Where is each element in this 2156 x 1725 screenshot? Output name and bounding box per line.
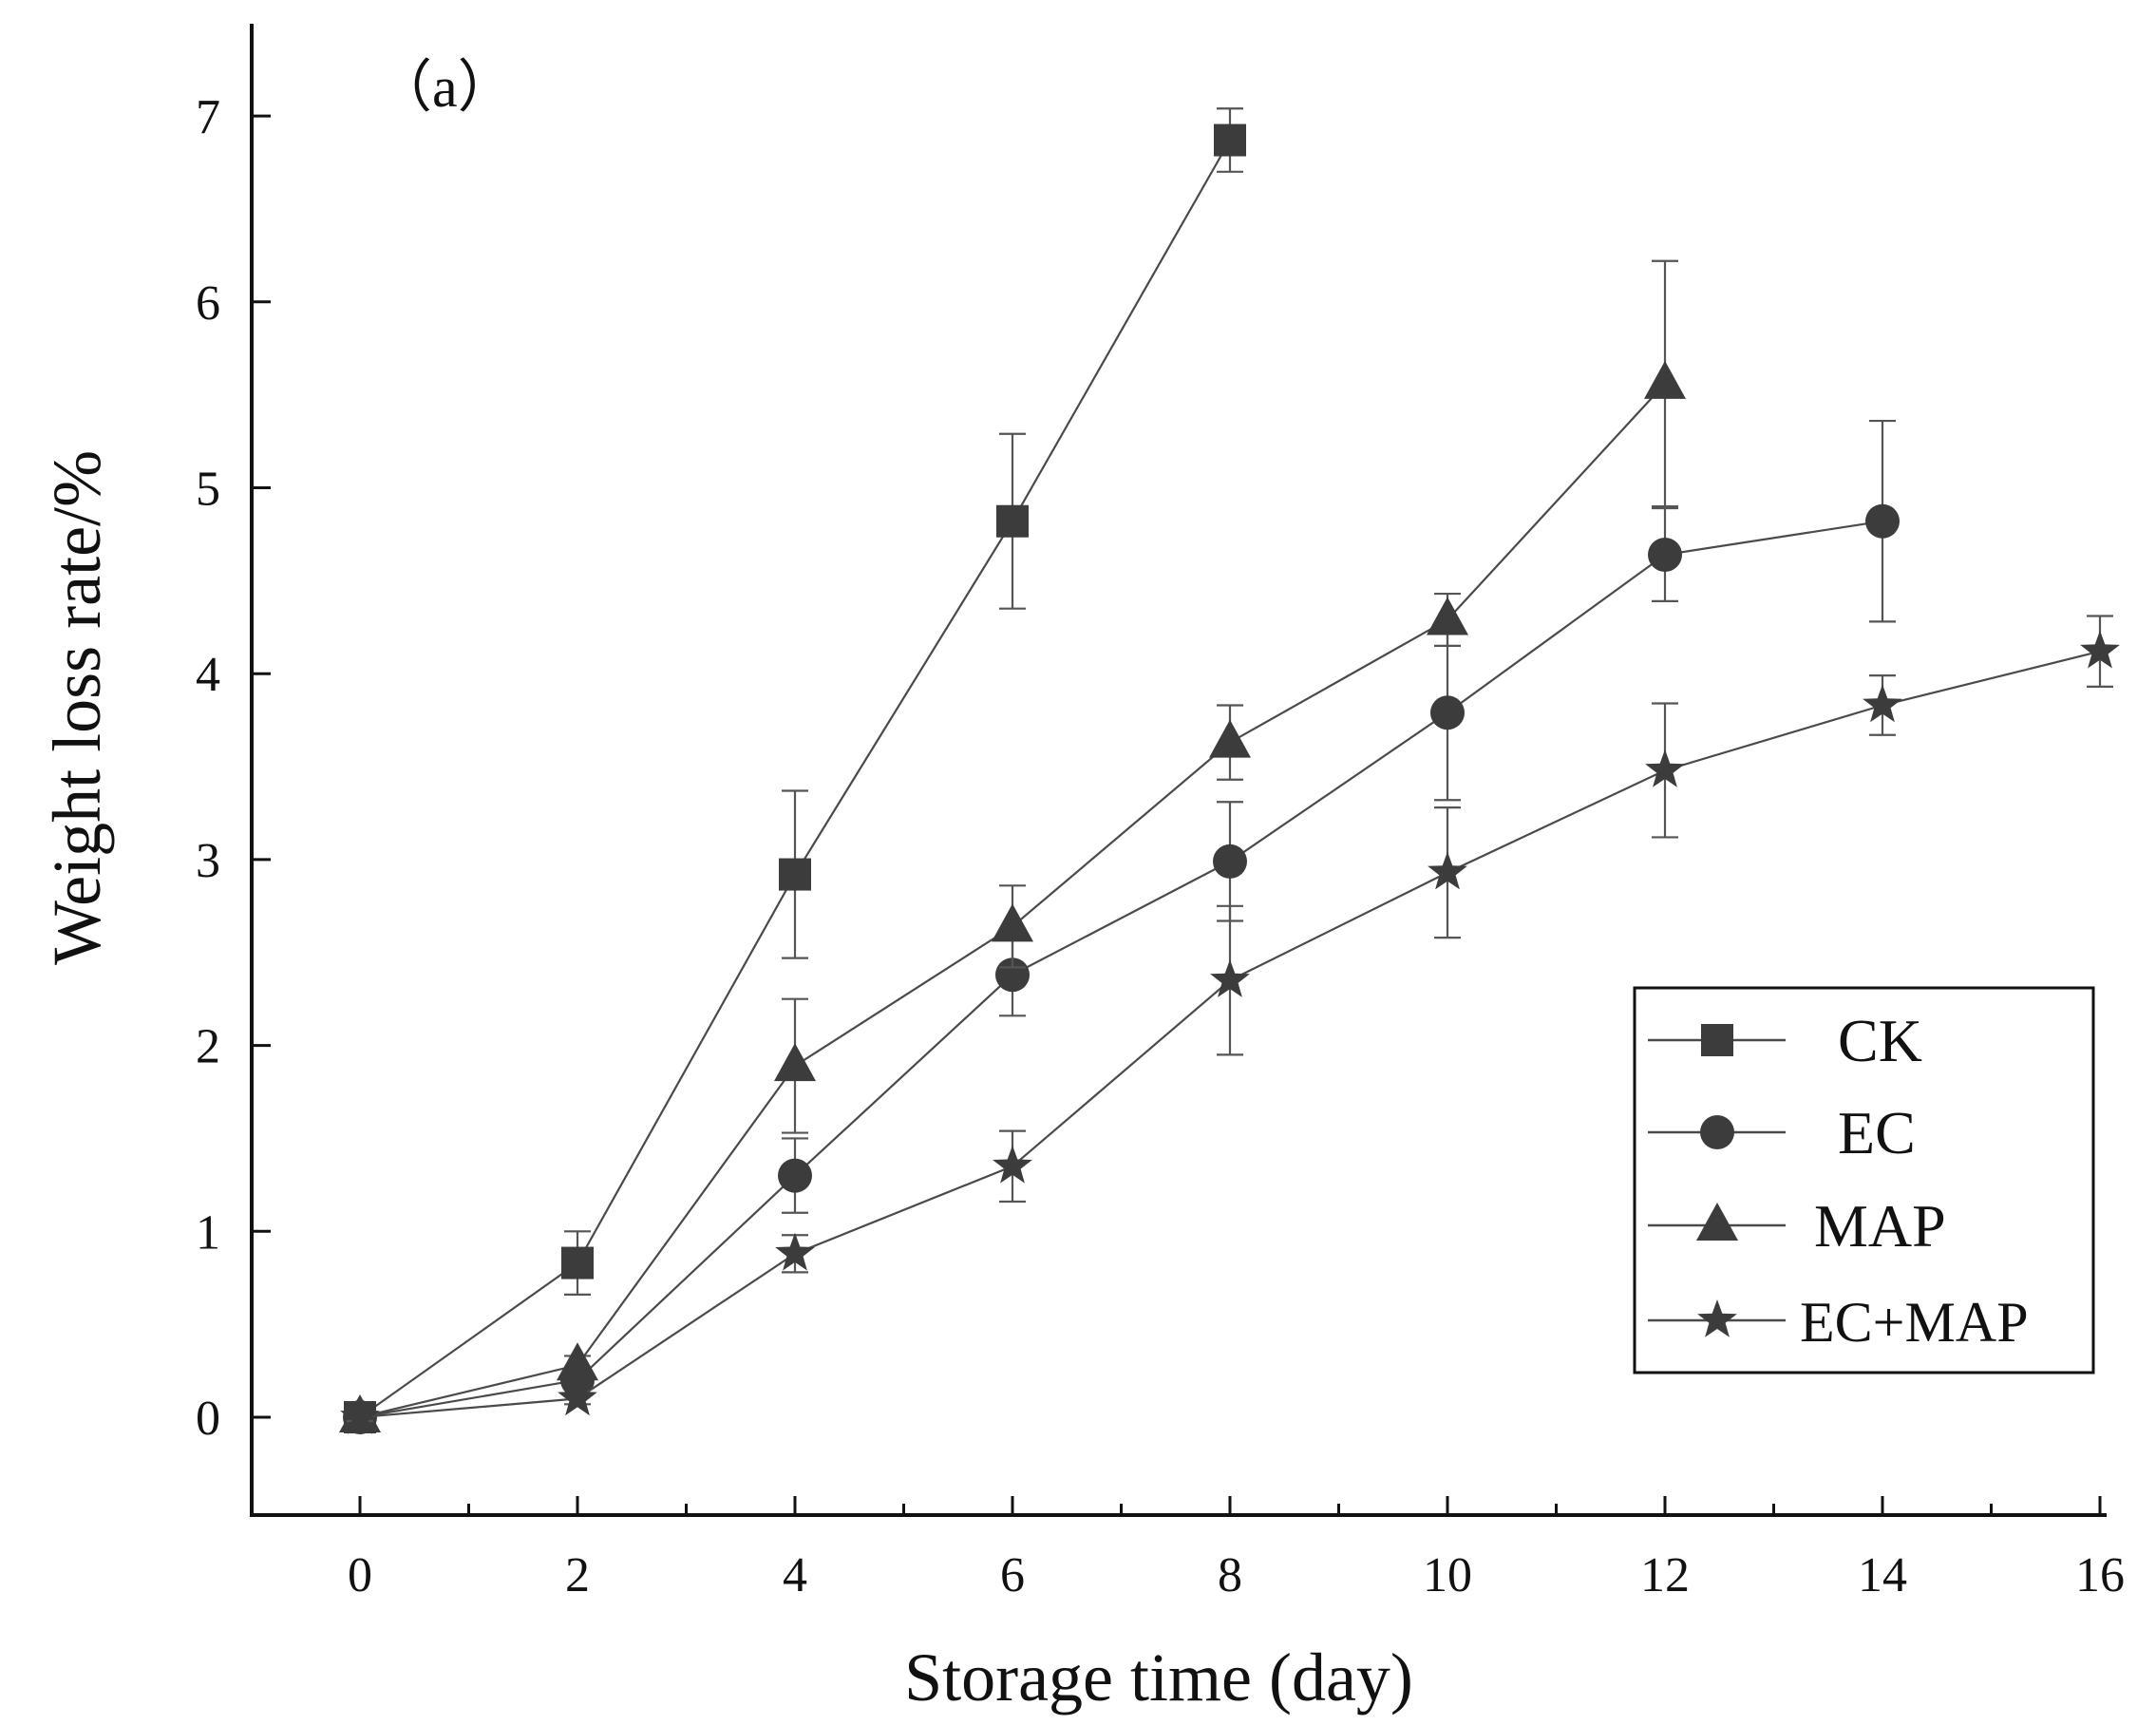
data-point-ec-map-2 bbox=[558, 1377, 597, 1416]
data-point-map-10 bbox=[1427, 597, 1468, 635]
data-point-ec-map-0 bbox=[340, 1396, 380, 1434]
y-tick-label-1: 1 bbox=[196, 1205, 220, 1260]
y-axis-title: Weight loss rate/% bbox=[39, 450, 115, 965]
series-line-ec bbox=[359, 520, 1883, 1419]
data-point-ec-14 bbox=[1865, 503, 1900, 539]
legend-marker-ec-map bbox=[1697, 1299, 1737, 1337]
x-axis-title: Storage time (day) bbox=[904, 1640, 1413, 1716]
legend-symbol-ec bbox=[1700, 1115, 1734, 1149]
y-tick-label-6: 6 bbox=[196, 276, 220, 331]
data-point-ec-map-6 bbox=[993, 1145, 1032, 1184]
legend-symbol-ck bbox=[1701, 1024, 1733, 1056]
legend-symbol-ec-map bbox=[1697, 1299, 1737, 1337]
legend-item-map: MAP bbox=[1648, 1192, 1946, 1260]
x-tick-label-6: 6 bbox=[1000, 1548, 1025, 1602]
y-tick-label-2: 2 bbox=[196, 1020, 220, 1074]
panel-label: （a） bbox=[375, 56, 515, 119]
data-point-map-8 bbox=[1209, 719, 1251, 758]
x-tick-label-2: 2 bbox=[565, 1548, 590, 1602]
y-tick-label-5: 5 bbox=[196, 463, 220, 517]
x-tick-label-14: 14 bbox=[1858, 1548, 1907, 1602]
data-point-map-4 bbox=[774, 1043, 816, 1082]
data-point-map-12 bbox=[1644, 360, 1686, 399]
data-point-ec-8 bbox=[1213, 844, 1247, 879]
data-point-ec-6 bbox=[995, 957, 1030, 993]
data-point-ck-8 bbox=[1214, 123, 1246, 157]
x-tick-label-16: 16 bbox=[2075, 1548, 2125, 1602]
series-ec-map bbox=[340, 615, 2120, 1434]
data-point-ck-4 bbox=[779, 858, 811, 891]
x-ticks: 0 2 4 6 8 10 12 14 16 bbox=[250, 1496, 2125, 1602]
data-point-ec-map-14 bbox=[1863, 684, 1902, 723]
legend: CK EC MAP EC+MAP bbox=[1633, 986, 2095, 1374]
y-ticks: 0 1 2 3 4 5 6 7 bbox=[196, 90, 271, 1446]
series-map bbox=[339, 259, 1686, 1432]
legend-marker-ec bbox=[1700, 1115, 1734, 1149]
legend-item-ck: CK bbox=[1648, 1007, 1922, 1074]
series-ec bbox=[343, 419, 1900, 1434]
legend-label-ec-map: EC+MAP bbox=[1800, 1291, 2029, 1354]
data-point-ec-map-4 bbox=[775, 1232, 815, 1271]
x-tick-label-8: 8 bbox=[1218, 1548, 1242, 1602]
y-tick-label-4: 4 bbox=[196, 648, 220, 702]
legend-item-ec-map: EC+MAP bbox=[1648, 1291, 2029, 1354]
x-tick-label-12: 12 bbox=[1640, 1548, 1690, 1602]
legend-label-map: MAP bbox=[1814, 1192, 1946, 1260]
data-point-ec-map-16 bbox=[2080, 630, 2120, 669]
legend-label-ck: CK bbox=[1838, 1007, 1922, 1074]
legend-symbol-map bbox=[1696, 1203, 1738, 1241]
x-tick-label-10: 10 bbox=[1423, 1548, 1472, 1602]
data-point-map-2 bbox=[557, 1342, 598, 1381]
y-tick-label-7: 7 bbox=[196, 90, 220, 144]
data-point-ck-2 bbox=[561, 1246, 594, 1280]
x-tick-label-4: 4 bbox=[783, 1548, 807, 1602]
legend-item-ec: EC bbox=[1648, 1099, 1916, 1166]
legend-marker-map bbox=[1696, 1203, 1738, 1241]
data-point-map-6 bbox=[992, 903, 1033, 942]
legend-box bbox=[1633, 986, 2095, 1374]
series-line-ck bbox=[359, 139, 1231, 1418]
y-tick-label-3: 3 bbox=[196, 834, 220, 888]
data-point-ec-map-8 bbox=[1210, 959, 1250, 997]
data-point-ec-12 bbox=[1648, 537, 1682, 572]
legend-label-ec: EC bbox=[1838, 1099, 1916, 1166]
x-tick-label-0: 0 bbox=[348, 1548, 372, 1602]
data-point-ck-6 bbox=[996, 504, 1029, 538]
data-point-ec-4 bbox=[778, 1158, 812, 1193]
data-point-ec-map-12 bbox=[1645, 749, 1685, 787]
y-tick-label-0: 0 bbox=[196, 1392, 220, 1446]
legend-marker-ck bbox=[1701, 1024, 1733, 1056]
data-point-ec-map-10 bbox=[1428, 851, 1467, 890]
series-layer bbox=[339, 107, 2120, 1434]
data-point-ec-10 bbox=[1430, 695, 1465, 730]
